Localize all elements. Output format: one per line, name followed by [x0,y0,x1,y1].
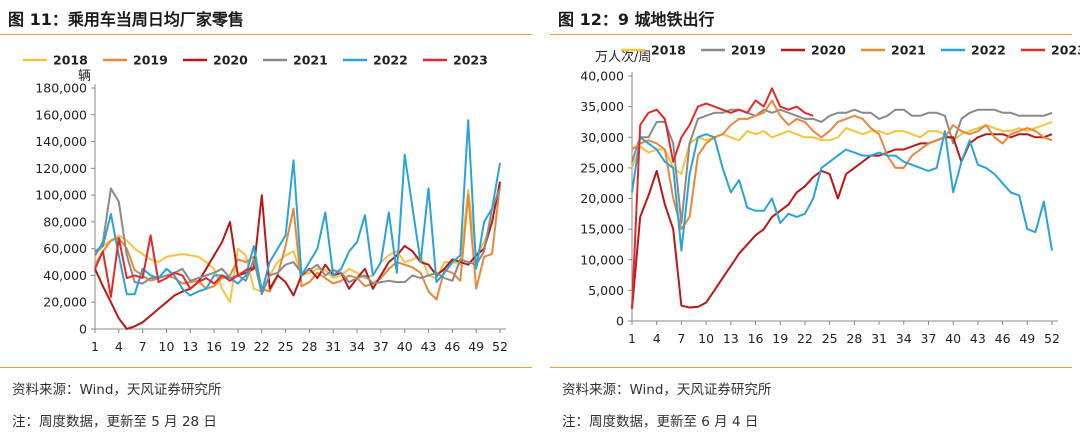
legend-label-2019: 2019 [133,53,168,68]
x-tick-label: 19 [230,339,246,354]
x-tick-label: 28 [846,331,862,346]
y-tick-label: 20,000 [43,295,87,310]
x-tick-label: 4 [653,331,661,346]
x-tick-label: 16 [206,339,222,354]
y-tick-label: 20,000 [580,191,624,206]
y-tick-label: 40,000 [43,268,87,283]
y-tick-label: 40,000 [580,69,624,84]
y-tick-label: 80,000 [43,214,87,229]
legend-label-2023: 2023 [1051,43,1080,58]
x-tick-label: 4 [115,339,123,354]
y-tick-label: 60,000 [43,241,87,256]
right-top-rule [550,34,1072,35]
y-tick-label: 0 [616,314,624,329]
series-line-2019 [631,108,1053,224]
x-tick-label: 37 [921,331,937,346]
x-tick-label: 1 [628,331,636,346]
y-tick-label: 10,000 [580,252,624,267]
series-line-2018 [631,120,1053,175]
series-line-2022 [631,130,1053,252]
y-tick-label: 30,000 [580,130,624,145]
x-tick-label: 19 [772,331,788,346]
x-tick-label: 46 [444,339,460,354]
left-chart-title: 图 11：乘用车当周日均厂家零售 [8,10,244,29]
x-tick-label: 43 [421,339,437,354]
series-line-2020 [94,181,501,330]
legend-label-2023: 2023 [453,53,488,68]
x-tick-label: 13 [723,331,739,346]
right-chart: 0 5,000 10,000 15,000 20,000 25,000 30,000 35,0… [580,43,1080,347]
x-tick-label: 40 [397,339,413,354]
x-tick-label: 28 [301,339,317,354]
legend-label-2020: 2020 [811,43,846,58]
series-line-2020 [631,133,1053,309]
left-note: 注：周度数据，更新至 5 月 28 日 [12,414,217,430]
legend-label-2019: 2019 [731,43,766,58]
x-tick-label: 16 [748,331,764,346]
left-bottom-rule [0,367,532,368]
y-tick-label: 5,000 [588,283,624,298]
x-tick-label: 10 [698,331,714,346]
y-tick-label: 0 [79,322,87,337]
x-tick-label: 25 [278,339,294,354]
left-chart: 0 20,000 40,000 60,000 80,000 100,000 120,000 1… [23,53,508,354]
legend-label-2021: 2021 [293,53,328,68]
y-tick-label: 120,000 [35,161,87,176]
x-tick-label: 31 [325,339,341,354]
x-tick-label: 46 [995,331,1011,346]
y-tick-label: 15,000 [580,222,624,237]
right-chart-title: 图 12：9 城地铁出行 [558,10,715,29]
x-tick-label: 10 [159,339,175,354]
series-line-2019 [94,184,501,301]
x-tick-label: 25 [822,331,838,346]
series-line-2021 [631,99,1053,231]
y-tick-label: 160,000 [35,107,87,122]
legend-label-2018: 2018 [651,43,686,58]
x-tick-label: 31 [871,331,887,346]
x-tick-label: 7 [677,331,685,346]
right-bottom-rule [550,367,1072,368]
y-tick-label: 180,000 [35,81,87,96]
series-line-2018 [94,181,501,304]
x-tick-label: 40 [945,331,961,346]
x-tick-label: 49 [468,339,484,354]
left-panel: 图 11：乘用车当周日均厂家零售 0 20,000 40,000 60,000 80,0… [0,10,532,430]
series-line-2021 [94,187,501,296]
x-tick-label: 34 [896,331,912,346]
y-unit-label: 辆 [78,69,91,84]
y-tick-label: 35,000 [580,99,624,114]
x-tick-label: 22 [254,339,270,354]
y-unit-label: 万人次/周 [595,49,651,65]
legend-label-2020: 2020 [213,53,248,68]
series-line-2022 [94,119,501,297]
y-tick-label: 100,000 [35,188,87,203]
series-line-2023 [94,234,255,298]
x-tick-label: 37 [373,339,389,354]
x-tick-label: 52 [492,339,508,354]
x-tick-label: 1 [91,339,99,354]
legend-label-2021: 2021 [891,43,926,58]
right-panel: 图 12：9 城地铁出行 0 5,000 10,000 15,000 20,000 25,… [550,0,1080,435]
left-top-rule [0,34,532,35]
x-tick-label: 52 [1044,331,1060,346]
x-tick-label: 43 [970,331,986,346]
series-line-2023 [631,87,814,309]
x-tick-label: 49 [1019,331,1035,346]
left-source: 资料来源：Wind，天风证券研究所 [12,382,222,398]
legend-label-2022: 2022 [971,43,1006,58]
x-tick-label: 7 [139,339,147,354]
y-tick-label: 25,000 [580,160,624,175]
x-tick-label: 13 [182,339,198,354]
x-tick-label: 22 [797,331,813,346]
legend-label-2022: 2022 [373,53,408,68]
y-tick-label: 140,000 [35,134,87,149]
right-source: 资料来源：Wind，天风证券研究所 [562,382,772,398]
right-note: 注：周度数据，更新至 6 月 4 日 [562,414,759,430]
legend-label-2018: 2018 [53,53,88,68]
x-tick-label: 34 [349,339,365,354]
